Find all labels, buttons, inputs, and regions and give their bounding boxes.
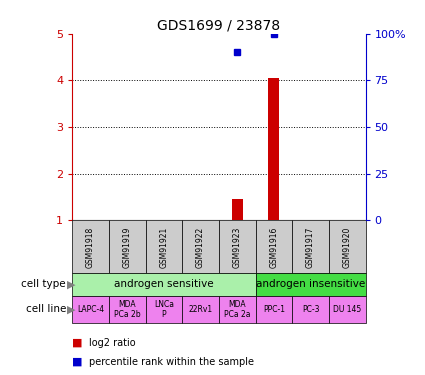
Text: MDA
PCa 2b: MDA PCa 2b <box>114 300 141 319</box>
Text: GSM91916: GSM91916 <box>269 226 278 268</box>
Bar <box>219 220 255 273</box>
Text: GSM91921: GSM91921 <box>159 226 168 268</box>
Text: GSM91923: GSM91923 <box>233 226 242 268</box>
Bar <box>72 220 109 273</box>
Bar <box>292 220 329 273</box>
Bar <box>219 296 255 322</box>
Bar <box>145 296 182 322</box>
Bar <box>72 273 255 296</box>
Text: ▶: ▶ <box>67 279 76 290</box>
Text: DU 145: DU 145 <box>333 305 361 314</box>
Bar <box>292 296 329 322</box>
Bar <box>72 296 109 322</box>
Bar <box>145 220 182 273</box>
Text: GSM91918: GSM91918 <box>86 226 95 268</box>
Text: GSM91917: GSM91917 <box>306 226 315 268</box>
Bar <box>182 220 219 273</box>
Text: cell type: cell type <box>21 279 66 290</box>
Bar <box>329 220 366 273</box>
Text: MDA
PCa 2a: MDA PCa 2a <box>224 300 250 319</box>
Text: PPC-1: PPC-1 <box>263 305 285 314</box>
Bar <box>109 220 145 273</box>
Text: GSM91922: GSM91922 <box>196 226 205 268</box>
Text: ▶: ▶ <box>67 304 76 315</box>
Text: 22Rv1: 22Rv1 <box>188 305 212 314</box>
Text: PC-3: PC-3 <box>302 305 319 314</box>
Text: log2 ratio: log2 ratio <box>89 338 136 348</box>
Text: LNCa
P: LNCa P <box>154 300 174 319</box>
Text: GSM91920: GSM91920 <box>343 226 351 268</box>
Bar <box>232 199 243 220</box>
Bar <box>182 296 219 322</box>
Bar <box>255 273 366 296</box>
Text: androgen insensitive: androgen insensitive <box>256 279 365 290</box>
Text: GSM91919: GSM91919 <box>123 226 132 268</box>
Title: GDS1699 / 23878: GDS1699 / 23878 <box>157 19 280 33</box>
Bar <box>329 296 366 322</box>
Text: LAPC-4: LAPC-4 <box>77 305 104 314</box>
Text: percentile rank within the sample: percentile rank within the sample <box>89 357 254 367</box>
Text: ■: ■ <box>72 357 83 367</box>
Text: ■: ■ <box>72 338 83 348</box>
Bar <box>255 220 292 273</box>
Text: androgen sensitive: androgen sensitive <box>114 279 214 290</box>
Bar <box>255 296 292 322</box>
Text: cell line: cell line <box>26 304 66 315</box>
Bar <box>109 296 145 322</box>
Bar <box>268 78 279 220</box>
